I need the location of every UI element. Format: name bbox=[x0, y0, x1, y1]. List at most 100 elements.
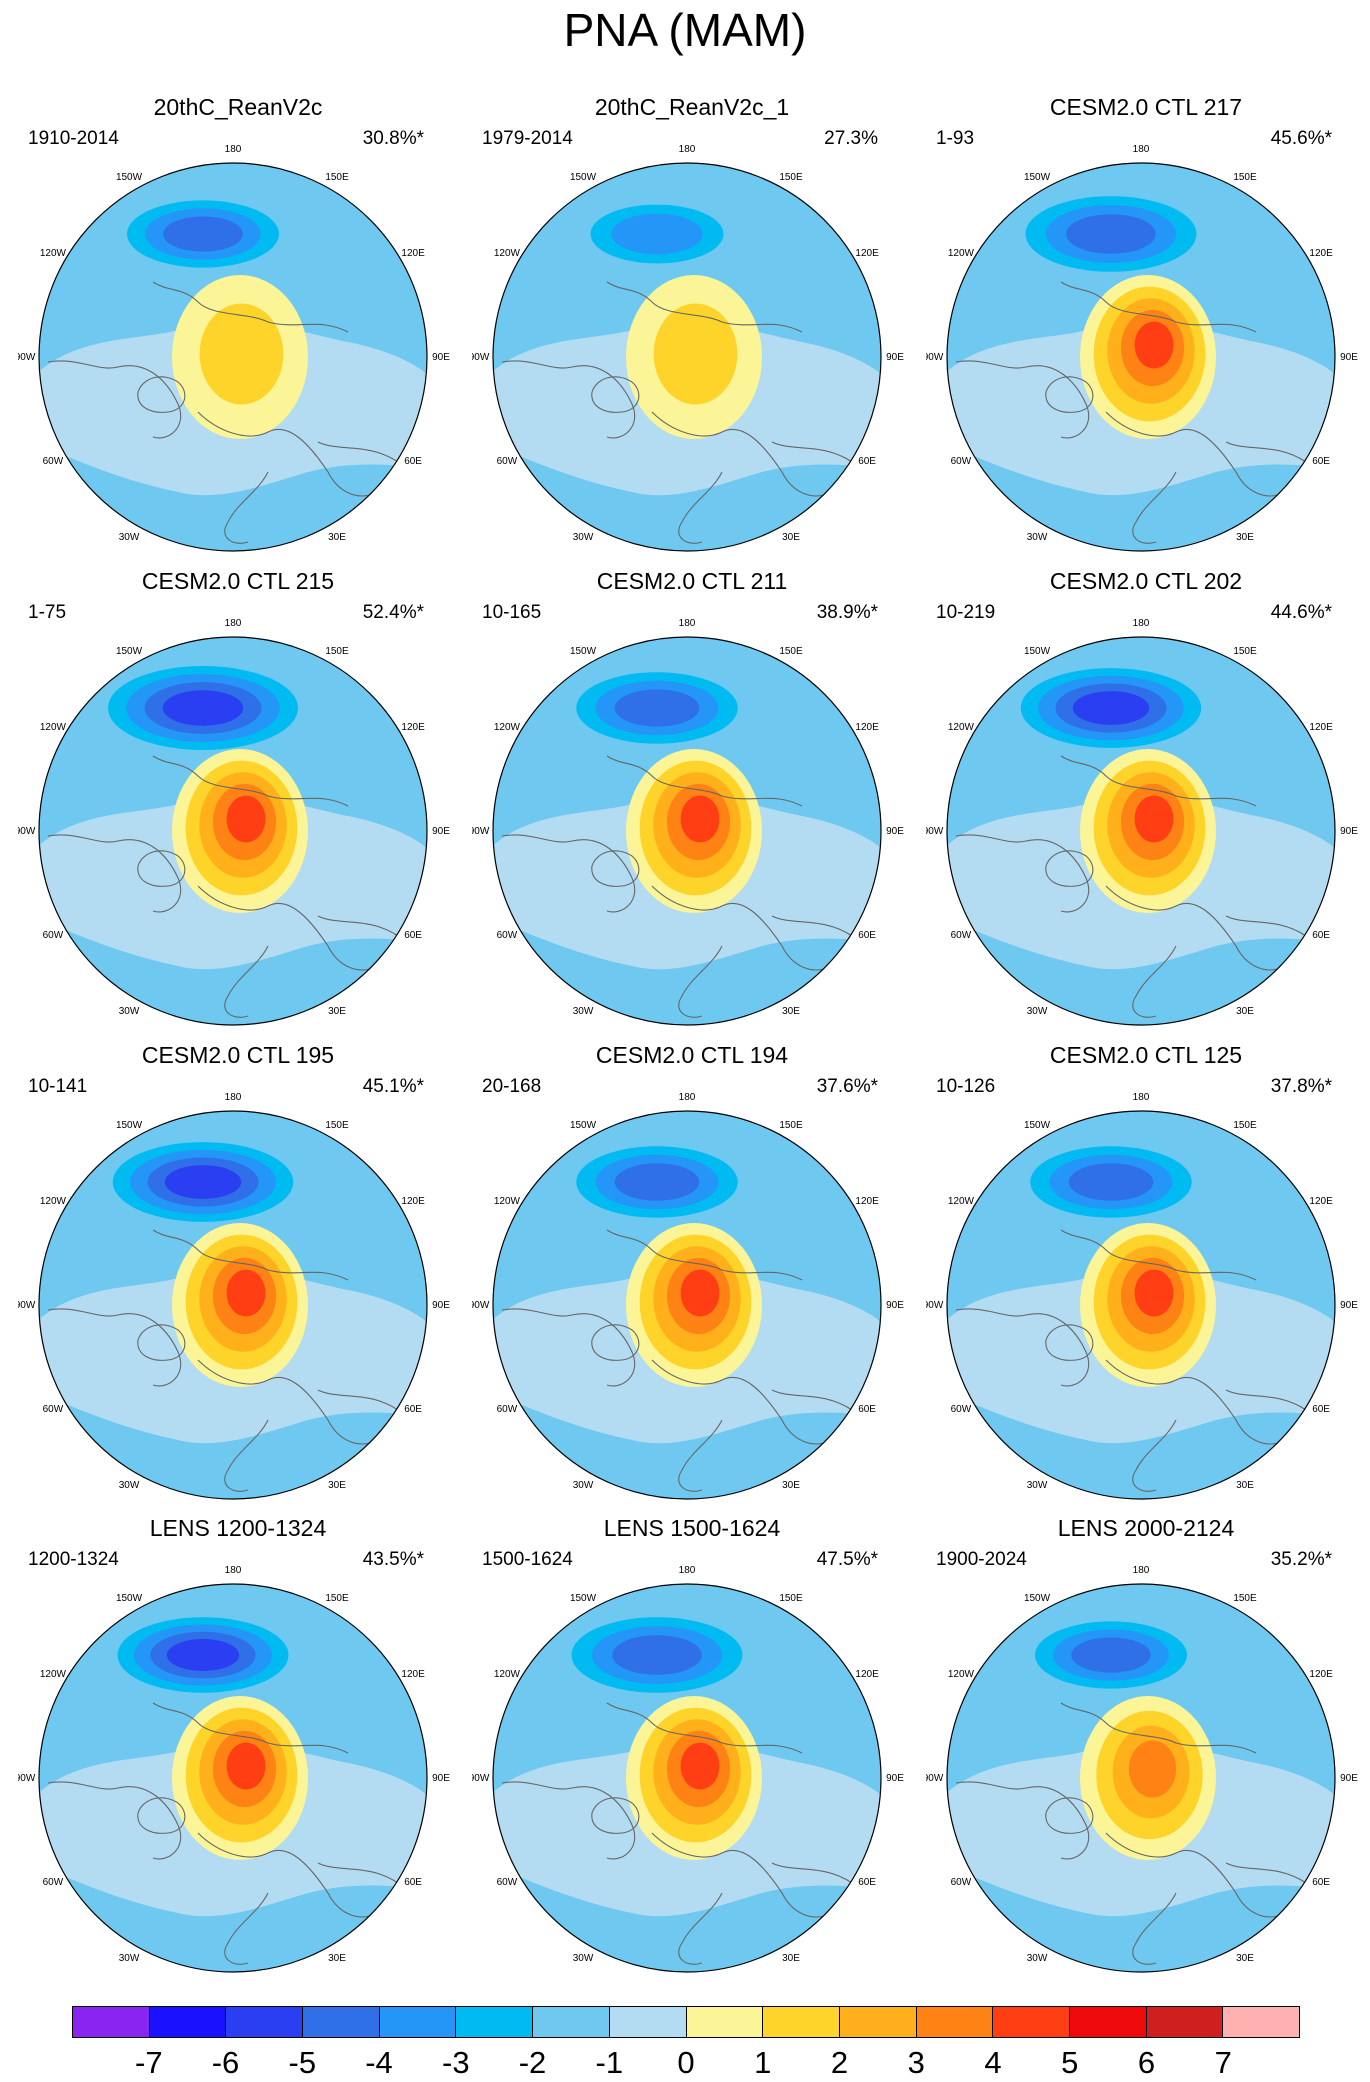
colorbar-box bbox=[916, 2007, 994, 2037]
coastline bbox=[678, 945, 723, 1018]
longitude-label: 30W bbox=[1027, 1480, 1048, 1491]
longitude-label: 120E bbox=[1309, 1669, 1333, 1680]
map-panel: LENS 1500-1624 1500-1624 47.5%* 180 150E 120E… bbox=[472, 1513, 912, 1973]
map-panel: LENS 1200-1324 1200-1324 43.5%* 180 150E 120E… bbox=[18, 1513, 458, 1973]
longitude-label: 60E bbox=[858, 930, 876, 941]
longitude-label: 120E bbox=[401, 1196, 425, 1207]
coastline bbox=[152, 1229, 349, 1281]
positive-contour-level-5 bbox=[1134, 321, 1174, 369]
panel-title: 20thC_ReanV2c_1 bbox=[594, 94, 790, 120]
negative-contour-level-5 bbox=[1072, 691, 1150, 725]
polar-map: 180150E120E90E60E30E030W60W90W120W150W bbox=[926, 1092, 1358, 1500]
longitude-label: 150W bbox=[570, 172, 597, 183]
coastline bbox=[47, 360, 182, 439]
colorbar-boxes bbox=[72, 2006, 1300, 2038]
coastline bbox=[224, 1419, 269, 1492]
colorbar: -7 -6 -5 -4 -3 -2 -1 0 1 2 3 4 5 6 7 bbox=[72, 2006, 1300, 2082]
longitude-label: 60W bbox=[43, 930, 64, 941]
longitude-label: 150W bbox=[570, 1120, 597, 1131]
coastline bbox=[137, 1797, 186, 1834]
coastline bbox=[955, 1308, 1090, 1387]
longitude-label: 150E bbox=[779, 646, 803, 657]
longitude-label: 30W bbox=[119, 1953, 140, 1964]
longitude-label: 30E bbox=[1236, 1006, 1254, 1017]
longitude-label: 90W bbox=[926, 826, 944, 837]
colorbar-label: -4 bbox=[365, 2045, 393, 2080]
longitude-label: 30W bbox=[119, 532, 140, 543]
longitude-label: 180 bbox=[1133, 618, 1150, 629]
coastline bbox=[678, 1419, 723, 1492]
coastline bbox=[606, 281, 803, 333]
panel-percent: 45.1%* bbox=[362, 1076, 424, 1097]
longitude-label: 30W bbox=[573, 1006, 594, 1017]
longitude-label: 60W bbox=[43, 1877, 64, 1888]
coastline bbox=[1045, 850, 1094, 887]
longitude-label: 150E bbox=[1233, 1120, 1257, 1131]
longitude-label: 60W bbox=[497, 1404, 518, 1415]
coastline bbox=[224, 1892, 269, 1965]
coastline bbox=[651, 885, 833, 971]
longitude-label: 120W bbox=[948, 1196, 975, 1207]
coastline bbox=[955, 360, 1090, 439]
colorbar-label: 7 bbox=[1214, 2045, 1232, 2080]
longitude-label: 90E bbox=[886, 826, 904, 837]
longitude-label: 180 bbox=[225, 1565, 242, 1576]
longitude-label: 30E bbox=[328, 1953, 346, 1964]
map-panel: CESM2.0 CTL 202 10-219 44.6%* 180 150E 120E 90… bbox=[926, 566, 1366, 1026]
longitude-label: 150E bbox=[325, 172, 349, 183]
panel-title: CESM2.0 CTL 194 bbox=[595, 1042, 789, 1068]
panel-percent: 30.8%* bbox=[362, 128, 424, 149]
panel-title: CESM2.0 CTL 215 bbox=[141, 568, 335, 594]
longitude-label: 90E bbox=[886, 1300, 904, 1311]
longitude-label: 30W bbox=[1027, 532, 1048, 543]
coastline bbox=[1132, 471, 1177, 544]
coastline bbox=[678, 471, 723, 544]
panel-period: 1-93 bbox=[936, 128, 975, 149]
polar-map: 180150E120E90E60E30E030W60W90W120W150W bbox=[926, 618, 1358, 1026]
colorbar-labels: -7 -6 -5 -4 -3 -2 -1 0 1 2 3 4 5 6 7 bbox=[72, 2044, 1300, 2082]
coastline bbox=[1060, 1702, 1257, 1754]
map-boundary bbox=[38, 162, 428, 552]
longitude-label: 30E bbox=[782, 1006, 800, 1017]
longitude-label: 60W bbox=[951, 1877, 972, 1888]
longitude-label: 150W bbox=[116, 1120, 143, 1131]
negative-contour-level-4 bbox=[1068, 1163, 1154, 1201]
coastline bbox=[651, 1832, 833, 1918]
colorbar-label: -6 bbox=[211, 2045, 240, 2080]
coastline bbox=[152, 281, 349, 333]
longitude-label: 120W bbox=[494, 1669, 521, 1680]
panel-percent: 35.2%* bbox=[1270, 1549, 1332, 1570]
longitude-label: 60E bbox=[404, 1404, 422, 1415]
map-panel: CESM2.0 CTL 194 20-168 37.6%* 180 150E 120E 90… bbox=[472, 1040, 912, 1500]
longitude-label: 180 bbox=[679, 1565, 696, 1576]
longitude-label: 60W bbox=[951, 456, 972, 467]
longitude-label: 120W bbox=[494, 248, 521, 259]
longitude-label: 180 bbox=[679, 618, 696, 629]
longitude-label: 150W bbox=[1024, 172, 1051, 183]
colorbar-label: -1 bbox=[595, 2045, 624, 2080]
coastline bbox=[152, 755, 349, 807]
panel-period: 1200-1324 bbox=[28, 1549, 119, 1570]
longitude-label: 30E bbox=[328, 1006, 346, 1017]
colorbar-label: 5 bbox=[1061, 2045, 1079, 2080]
coastline bbox=[47, 1308, 182, 1387]
coastline bbox=[197, 1832, 379, 1918]
panel-title: CESM2.0 CTL 211 bbox=[596, 568, 788, 594]
coastline bbox=[47, 834, 182, 913]
colorbar-label: -7 bbox=[135, 2045, 163, 2080]
longitude-label: 120E bbox=[401, 1669, 425, 1680]
longitude-label: 180 bbox=[225, 1092, 242, 1103]
longitude-label: 120E bbox=[401, 248, 425, 259]
colorbar-box bbox=[1069, 2007, 1147, 2037]
coastline bbox=[501, 834, 636, 913]
longitude-label: 60W bbox=[497, 456, 518, 467]
coastline bbox=[1105, 411, 1287, 497]
longitude-label: 90E bbox=[1340, 1300, 1358, 1311]
coastline bbox=[137, 850, 186, 887]
longitude-label: 120E bbox=[855, 722, 879, 733]
longitude-label: 90W bbox=[926, 352, 944, 363]
longitude-label: 150E bbox=[1233, 646, 1257, 657]
longitude-label: 150W bbox=[1024, 646, 1051, 657]
positive-contour-level-5 bbox=[226, 1742, 266, 1790]
negative-contour-level-4 bbox=[612, 1635, 702, 1675]
